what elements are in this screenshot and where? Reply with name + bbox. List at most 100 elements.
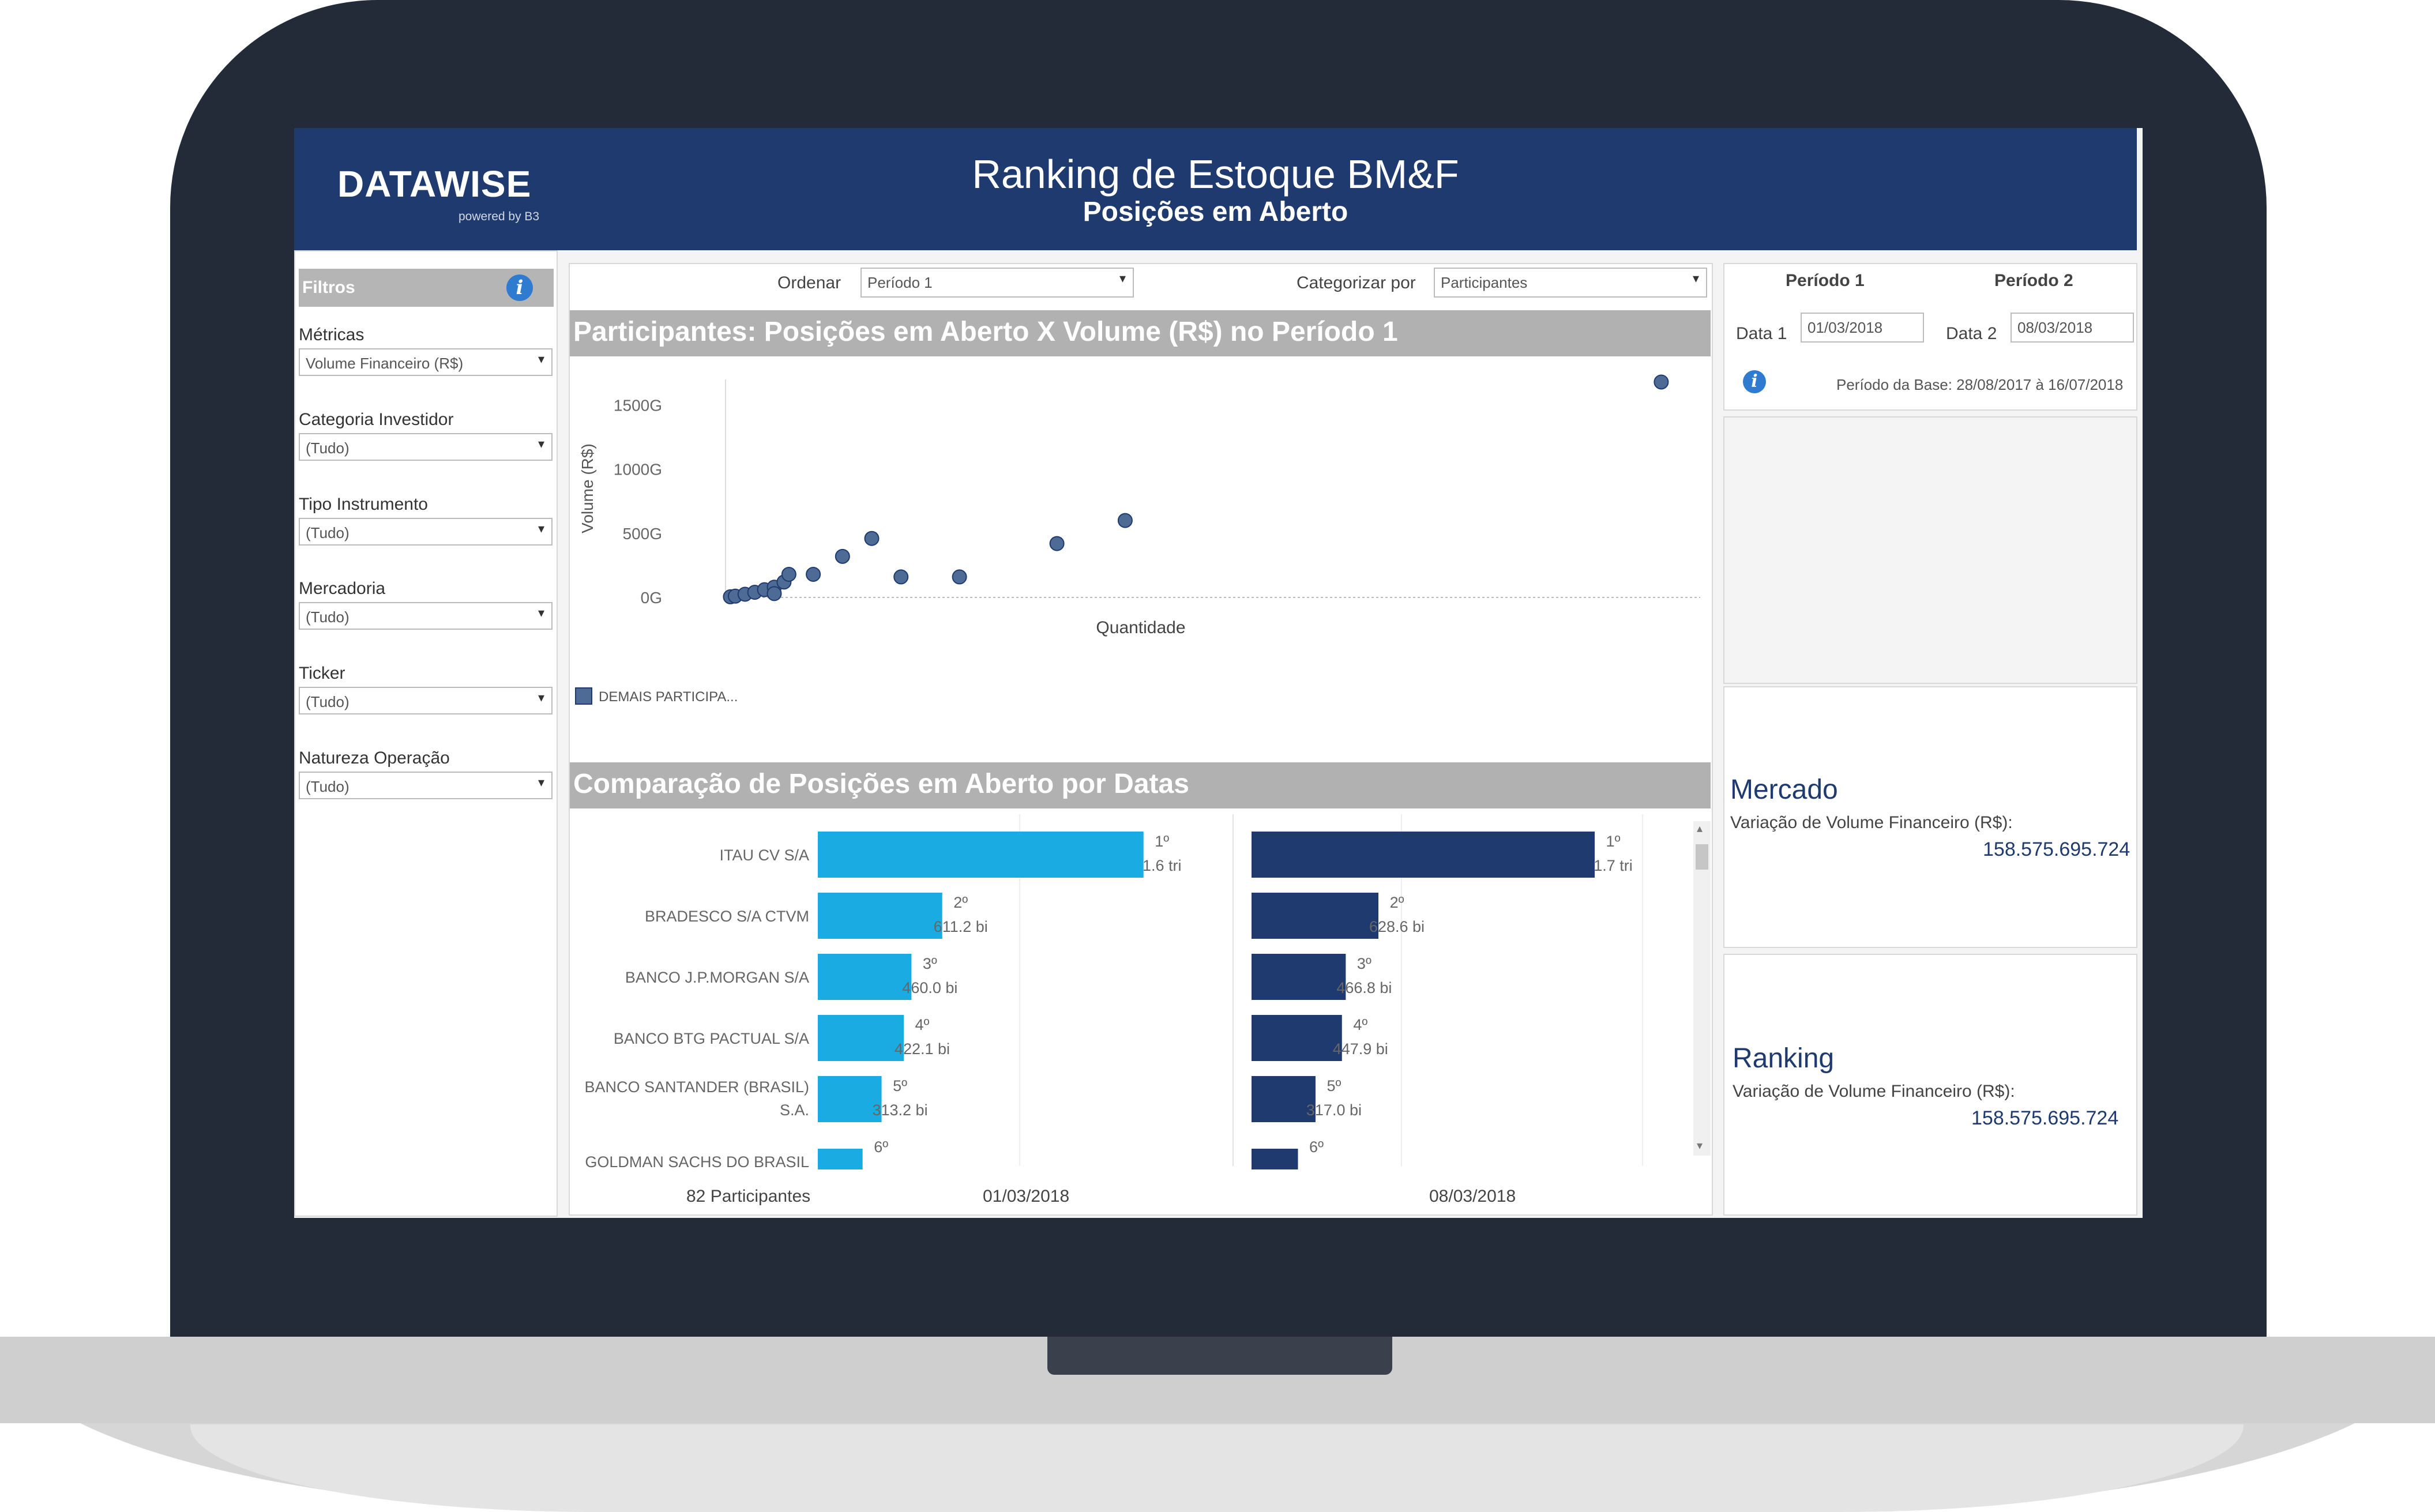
logo-subtitle: powered by B3 (459, 210, 540, 223)
comparison-heading-text: Comparação de Posições em Aberto por Dat… (573, 769, 1189, 799)
comparison-bar-chart: ITAU CV S/A 1º 1.6 tri 1º 1.7 tri BRADESCO S/… (584, 814, 1643, 1171)
page-subtitle: Posições em Aberto (1083, 197, 1348, 227)
bar-rank-label: 3º (1357, 955, 1371, 972)
tipo-select[interactable]: (Tudo) ▾ (299, 518, 553, 546)
bar-rank-label: 6º (1309, 1138, 1324, 1156)
filter-label-tipo: Tipo Instrumento (299, 495, 428, 514)
ranking-subtitle: Variação de Volume Financeiro (R$): (1733, 1082, 2015, 1101)
bar-value-label: 466.8 bi (1336, 979, 1392, 996)
bar-rank-label: 3º (923, 955, 937, 972)
info-icon[interactable]: i (506, 274, 533, 301)
scatter-point (864, 531, 880, 546)
chevron-down-icon: ▾ (538, 605, 544, 620)
natureza-select[interactable]: (Tudo) ▾ (299, 772, 553, 799)
bar-value-label: 313.2 bi (872, 1101, 927, 1119)
bar-rank-label: 5º (893, 1077, 907, 1094)
legend-label: DEMAIS PARTICIPA... (599, 689, 738, 705)
date1-input[interactable]: 01/03/2018 (1801, 313, 1924, 343)
scatter-heading-text: Participantes: Posições em Aberto X Volu… (573, 317, 1398, 347)
bar-value-label: 422.1 bi (895, 1040, 950, 1058)
bar-rank-label: 2º (1390, 894, 1404, 911)
filter-label-metricas: Métricas (299, 325, 365, 344)
scatter-point (1117, 513, 1133, 528)
filter-label-categoria: Categoria Investidor (299, 410, 454, 429)
filters-heading: Filtros i (299, 269, 554, 307)
legend-swatch (575, 687, 592, 705)
series1-bar (818, 954, 912, 1000)
date2-input[interactable]: 08/03/2018 (2011, 313, 2134, 343)
category-label: BANCO J.P.MORGAN S/A (625, 969, 809, 986)
ticker-select[interactable]: (Tudo) ▾ (299, 687, 553, 714)
period2-label: Período 2 (1994, 271, 2073, 290)
bar-value-label: 1.7 tri (1594, 857, 1633, 874)
filters-panel: Filtros i Métricas Volume Financeiro (R$… (294, 250, 558, 1217)
market-kpi-panel: Mercado Variação de Volume Financeiro (R… (1723, 686, 2137, 948)
metricas-select[interactable]: Volume Financeiro (R$) ▾ (299, 348, 553, 376)
scroll-thumb[interactable] (1696, 844, 1708, 870)
filters-heading-label: Filtros (302, 278, 355, 297)
ranking-kpi-panel: Ranking Variação de Volume Financeiro (R… (1723, 954, 2137, 1216)
market-title: Mercado (1730, 774, 1838, 805)
market-value: 158.575.695.724 (1983, 838, 2130, 860)
order-label: Ordenar (777, 273, 841, 292)
filter-label-ticker: Ticker (299, 664, 345, 683)
bar-rank-label: 5º (1327, 1077, 1341, 1094)
scatter-section-heading: Participantes: Posições em Aberto X Volu… (570, 310, 1711, 356)
category-value: Participantes (1441, 274, 1528, 291)
category-select[interactable]: Participantes ▾ (1434, 268, 1707, 298)
scatter-point (952, 569, 967, 585)
scatter-y-tick-label: 500G (623, 525, 663, 543)
scatter-point (766, 586, 782, 601)
order-select[interactable]: Período 1 ▾ (860, 268, 1134, 298)
category-label: S.A. (780, 1101, 809, 1119)
categoria-value: (Tudo) (306, 439, 350, 457)
laptop-notch (1047, 1337, 1392, 1375)
series1-bar (818, 1149, 863, 1169)
date1-label: Data 1 (1736, 324, 1787, 343)
series2-bar (1252, 893, 1379, 939)
chevron-down-icon: ▾ (538, 775, 544, 789)
chevron-down-icon: ▾ (1119, 271, 1126, 285)
date2-value: 08/03/2018 (2017, 319, 2093, 336)
series1-bar (818, 1076, 882, 1122)
ranking-value: 158.575.695.724 (1971, 1107, 2119, 1129)
scroll-down-icon[interactable]: ▾ (1697, 1139, 1703, 1152)
bar-rank-label: 2º (953, 894, 968, 911)
bar-rank-label: 6º (874, 1138, 888, 1156)
scatter-point (806, 566, 821, 582)
bar-value-label: 317.0 bi (1306, 1101, 1362, 1119)
laptop-base-bottom (190, 1424, 2244, 1512)
category-label: Categorizar por (1297, 273, 1416, 292)
mercadoria-select[interactable]: (Tudo) ▾ (299, 602, 553, 630)
date2-axis-label: 08/03/2018 (1429, 1187, 1516, 1206)
order-value: Período 1 (867, 274, 933, 291)
market-subtitle: Variação de Volume Financeiro (R$): (1730, 813, 2013, 832)
categoria-select[interactable]: (Tudo) ▾ (299, 433, 553, 461)
chevron-down-icon: ▾ (538, 521, 544, 536)
series2-bar (1252, 1015, 1342, 1061)
filter-label-natureza: Natureza Operação (299, 749, 450, 768)
scatter-x-axis-title: Quantidade (1096, 618, 1185, 637)
scatter-y-axis-title: Volume (R$) (578, 443, 596, 533)
logo: DATAWISE (337, 163, 532, 205)
ticker-value: (Tudo) (306, 693, 350, 710)
natureza-value: (Tudo) (306, 778, 350, 795)
category-label: GOLDMAN SACHS DO BRASIL (585, 1153, 809, 1171)
bar-rank-label: 1º (1155, 833, 1169, 850)
date1-axis-label: 01/03/2018 (983, 1187, 1070, 1206)
scatter-chart: 1500G 1000G 500G 0G Volume (R$) Quantidade DEM… (575, 374, 1700, 705)
chevron-down-icon: ▾ (538, 690, 544, 705)
chevron-down-icon: ▾ (538, 352, 544, 366)
filter-label-mercadoria: Mercadoria (299, 579, 386, 598)
info-icon[interactable]: i (1743, 370, 1766, 393)
vertical-scrollbar[interactable]: ▴ ▾ (1693, 821, 1711, 1156)
series1-bar (818, 1015, 904, 1061)
series2-bar (1252, 954, 1346, 1000)
category-label: BRADESCO S/A CTVM (645, 908, 809, 925)
scroll-up-icon[interactable]: ▴ (1697, 822, 1703, 835)
bar-value-label: 611.2 bi (934, 918, 988, 935)
date1-value: 01/03/2018 (1808, 319, 1883, 336)
bar-value-label: 447.9 bi (1333, 1040, 1388, 1058)
dashboard-screen: DATAWISE powered by B3 Ranking de Estoqu… (294, 128, 2143, 1218)
bar-value-label: 460.0 bi (902, 979, 957, 996)
